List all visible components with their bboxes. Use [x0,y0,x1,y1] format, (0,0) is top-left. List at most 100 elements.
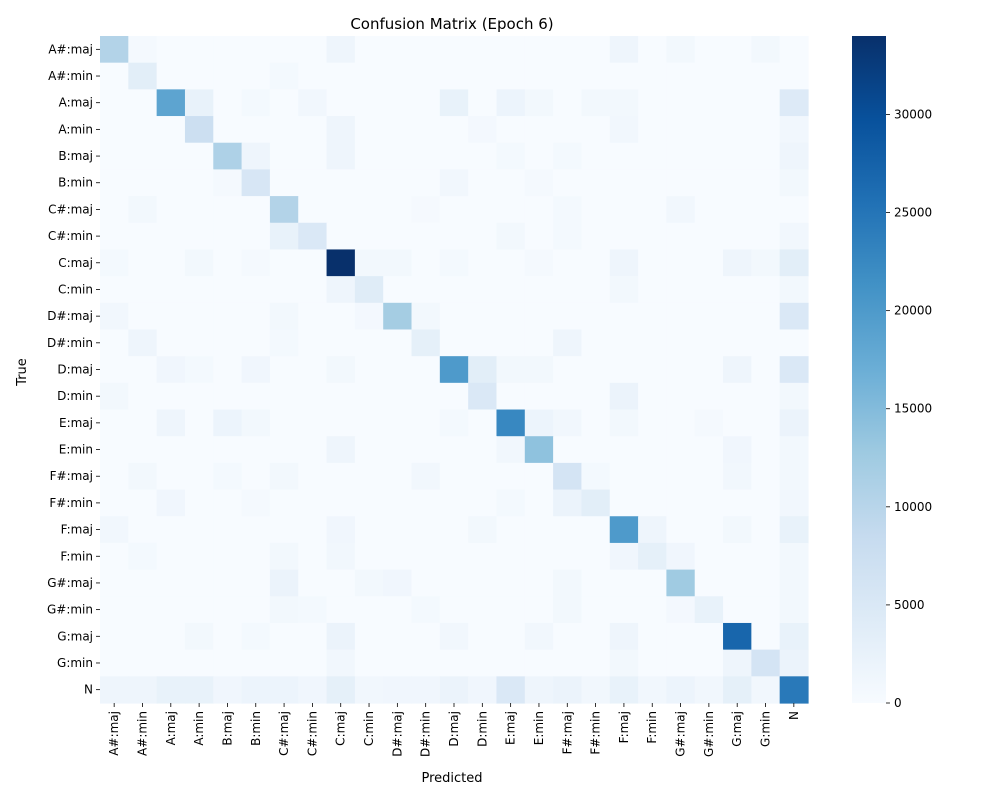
heatmap-cell [439,36,469,64]
heatmap-cell [269,489,299,517]
heatmap-cell [468,276,498,304]
heatmap-cell [354,356,384,384]
x-tick-label: F:maj [617,711,631,743]
heatmap-cell [411,542,441,571]
heatmap-cell [326,169,356,197]
heatmap-cell [411,169,441,197]
heatmap-cell [609,409,639,437]
x-tick-labels: A#:maj A#:min A:maj A:min B:maj B:min C#:maj C#… [107,703,801,757]
heatmap-cell [638,596,667,624]
heatmap-cell [524,89,554,117]
heatmap-cell [100,36,129,64]
heatmap-cell [468,169,498,197]
heatmap-cell [609,222,639,251]
heatmap-cell [581,142,611,170]
heatmap-cell [213,356,243,384]
heatmap-cell [269,436,299,464]
heatmap-cell [581,676,611,704]
x-tick-label: A#:min [135,711,149,756]
heatmap-cell [298,356,328,384]
heatmap-cell [241,329,271,357]
colorbar-tick-label: 25000 [894,206,932,220]
x-tick-label: F#:maj [560,711,574,754]
heatmap-cell [609,169,639,197]
heatmap-cell [439,249,469,277]
heatmap-cell [100,169,129,197]
heatmap-cell [779,649,809,677]
heatmap-cell [694,62,724,90]
heatmap-cell [241,356,271,384]
heatmap-cell [269,462,299,491]
heatmap-cell [609,676,639,704]
heatmap-cell [553,436,583,464]
heatmap-cell [298,382,328,411]
heatmap-cell [128,462,158,491]
heatmap-cell [666,142,696,170]
heatmap-cell [751,302,781,331]
heatmap-cell [213,222,243,251]
heatmap-cell [156,329,186,357]
heatmap-cell [298,329,328,357]
heatmap-cell [468,302,498,331]
x-tick-label: B:min [249,711,263,746]
heatmap-cell [184,169,214,197]
heatmap-cell [638,116,667,144]
heatmap-cell [241,169,271,197]
heatmap-cell [609,569,639,597]
heatmap-cell [439,622,469,651]
heatmap-cell [100,436,129,464]
heatmap-cell [553,356,583,384]
heatmap-cell [439,116,469,144]
heatmap-cell [156,62,186,90]
heatmap-cell [241,36,271,64]
heatmap-cell [581,196,611,224]
heatmap-cell [779,36,809,64]
heatmap-cell [100,462,129,491]
heatmap-cell [723,409,752,437]
heatmap-cell [638,62,667,90]
heatmap-cell [609,596,639,624]
heatmap-cell [581,649,611,677]
heatmap-cell [241,676,271,704]
heatmap-cell [184,489,214,517]
heatmap-cell [468,676,498,704]
heatmap-cell [666,569,696,597]
heatmap-cell [751,36,781,64]
x-tick-label: C#:min [305,711,319,756]
heatmap-cell [383,142,413,170]
heatmap-cell [468,436,498,464]
heatmap-cell [496,489,526,517]
colorbar-tick-label: 20000 [894,304,932,318]
x-tick-label: E:min [532,711,546,745]
heatmap-cell [383,222,413,251]
heatmap-cell [241,249,271,277]
heatmap-cell [779,542,809,571]
heatmap-cell [383,116,413,144]
heatmap-cell [213,676,243,704]
heatmap-cell [241,542,271,571]
heatmap-cell [779,116,809,144]
heatmap-cell [496,676,526,704]
heatmap-cell [383,36,413,64]
heatmap-cell [326,276,356,304]
heatmap-cell [184,676,214,704]
x-tick-label: A:min [192,711,206,746]
heatmap-cell [326,249,356,277]
heatmap-cell [128,356,158,384]
heatmap-cell [184,249,214,277]
heatmap-cell [269,276,299,304]
heatmap-cell [354,676,384,704]
heatmap-cell [298,436,328,464]
heatmap-cell [779,302,809,331]
heatmap-cell [354,382,384,411]
heatmap-cell [468,196,498,224]
heatmap-cell [184,436,214,464]
heatmap-cell [694,89,724,117]
heatmap-cell [298,649,328,677]
heatmap-cell [128,142,158,170]
heatmap-cell [326,596,356,624]
heatmap-cell [581,36,611,64]
heatmap-cell [779,516,809,544]
heatmap-cell [383,516,413,544]
heatmap-cell [439,222,469,251]
